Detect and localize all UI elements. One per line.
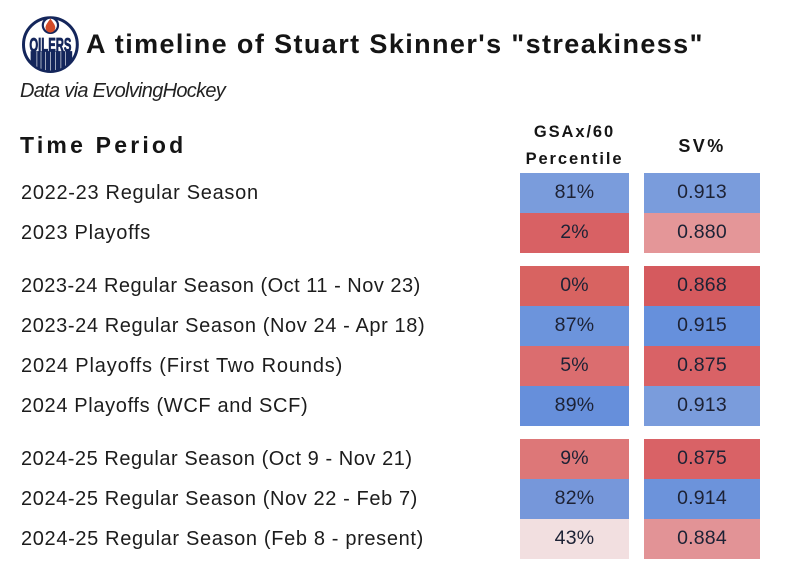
svg-text:OILERS: OILERS bbox=[29, 36, 71, 57]
